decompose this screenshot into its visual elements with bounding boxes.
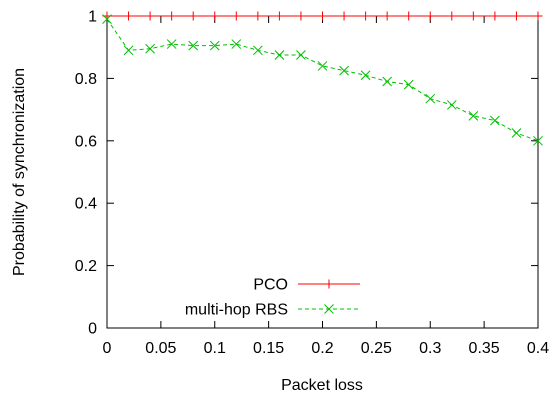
x-point-marker bbox=[468, 110, 479, 121]
y-tick-label: 0.4 bbox=[75, 196, 97, 213]
x-tick-label: 0.05 bbox=[145, 340, 176, 357]
plus-point-marker bbox=[490, 11, 500, 21]
x-point-marker bbox=[296, 50, 306, 60]
plus-point-marker bbox=[382, 11, 392, 21]
plus-point-marker bbox=[167, 11, 177, 21]
x-tick-label: 0.15 bbox=[253, 340, 284, 357]
y-tick-label: 0.8 bbox=[75, 71, 97, 88]
x-tick-label: 0.4 bbox=[527, 340, 549, 357]
series-line bbox=[106, 18, 539, 142]
x-point-marker bbox=[490, 115, 500, 126]
x-tick-label: 0.2 bbox=[311, 340, 333, 357]
x-point-marker bbox=[425, 93, 436, 104]
plus-point-marker bbox=[425, 11, 435, 21]
plus-point-marker bbox=[339, 11, 349, 21]
x-point-marker bbox=[123, 45, 134, 56]
x-axis-label: Packet loss bbox=[281, 377, 363, 394]
plus-point-marker bbox=[361, 11, 371, 21]
x-point-marker bbox=[382, 76, 393, 87]
x-point-marker bbox=[511, 128, 522, 138]
x-point-marker bbox=[274, 50, 285, 60]
plus-point-marker bbox=[468, 11, 478, 21]
plus-point-marker bbox=[511, 11, 521, 21]
plus-point-marker bbox=[447, 11, 457, 21]
plus-point-marker bbox=[188, 11, 198, 21]
x-point-marker bbox=[446, 100, 457, 110]
plus-point-marker bbox=[533, 11, 543, 21]
legend: PCO multi-hop RBS bbox=[185, 277, 360, 319]
plus-point-marker bbox=[145, 11, 155, 21]
legend-label: multi-hop RBS bbox=[185, 302, 288, 319]
y-tick-label: 0.6 bbox=[75, 133, 97, 150]
series-layer bbox=[102, 11, 543, 146]
x-point-marker bbox=[209, 40, 220, 51]
x-tick-label: 0.3 bbox=[419, 340, 441, 357]
plus-point-marker bbox=[231, 11, 241, 21]
x-tick-label: 0.25 bbox=[361, 340, 392, 357]
plus-point-marker bbox=[318, 11, 327, 21]
x-point-marker bbox=[317, 61, 328, 71]
x-tick-label: 0.35 bbox=[469, 340, 500, 357]
x-point-marker bbox=[188, 40, 199, 51]
x-point-marker bbox=[102, 14, 112, 24]
y-tick-label: 0 bbox=[88, 321, 97, 338]
series-multi-hop-rbs bbox=[102, 14, 543, 146]
y-tick-label: 1 bbox=[88, 9, 97, 26]
x-point-marker bbox=[339, 65, 349, 76]
plus-point-marker bbox=[253, 11, 263, 21]
x-point-marker bbox=[360, 70, 371, 81]
axis-ticks: 0 0.05 0.1 0.15 0.2 0.25 0.3 0.35 0.4 0 0.2 0.4 0.6 0… bbox=[75, 9, 549, 358]
y-tick-label: 0.2 bbox=[75, 258, 97, 275]
plot-frame bbox=[106, 15, 539, 329]
plus-point-marker bbox=[324, 279, 334, 289]
plus-point-marker bbox=[274, 11, 284, 21]
x-tick-label: 0.1 bbox=[204, 340, 226, 357]
x-tick-label: 0 bbox=[103, 340, 112, 357]
x-point-marker bbox=[252, 45, 263, 56]
x-point-marker bbox=[403, 79, 414, 90]
x-point-marker bbox=[231, 39, 242, 49]
y-axis-label: Probability of synchronization bbox=[11, 68, 28, 276]
x-point-marker bbox=[533, 135, 543, 146]
plus-point-marker bbox=[124, 11, 134, 21]
plus-point-marker bbox=[404, 11, 414, 21]
plus-point-marker bbox=[210, 11, 220, 21]
x-point-marker bbox=[166, 39, 177, 49]
plus-point-marker bbox=[296, 11, 306, 21]
x-point-marker bbox=[324, 304, 334, 314]
series-pco bbox=[102, 11, 543, 21]
legend-label: PCO bbox=[253, 277, 288, 294]
x-point-marker bbox=[145, 43, 155, 54]
